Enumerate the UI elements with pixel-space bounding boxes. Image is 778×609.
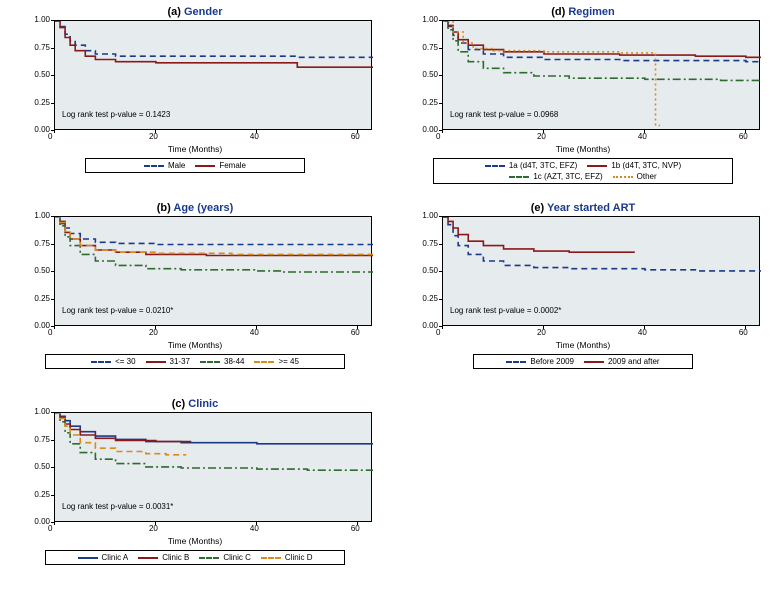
y-tick-label: 1.00 [422,15,438,24]
x-tick-label: 20 [149,524,158,533]
y-tick-label: 0.75 [422,239,438,248]
legend-item: 31-37 [146,357,190,366]
panel-title: (c) Clinic [10,398,380,410]
x-tick-label: 0 [436,328,440,337]
panel-b: (b) Age (years)0.000.250.500.751.0002040… [10,202,380,387]
y-tick-label: 0.25 [34,490,50,499]
legend-item: 1b (d4T, 3TC, NVP) [587,161,681,170]
x-tick-label: 40 [638,328,647,337]
y-tick-label: 1.00 [34,407,50,416]
legend: 1a (d4T, 3TC, EFZ) 1b (d4T, 3TC, NVP) 1c (… [433,158,733,184]
legend-item: Clinic A [78,553,129,562]
x-tick-label: 60 [739,328,748,337]
y-tick-label: 0.75 [34,43,50,52]
y-tick-label: 1.00 [34,211,50,220]
legend-item: Clinic D [261,553,313,562]
legend-item: Other [613,172,657,181]
panel-title: (b) Age (years) [10,202,380,214]
x-tick-label: 60 [351,132,360,141]
y-tick-label: 0.25 [422,98,438,107]
legend: Clinic A Clinic B Clinic C Clinic D [45,550,345,565]
x-axis-label: Time (Months) [10,144,380,154]
legend-item: >= 45 [254,357,298,366]
legend-item: 1c (AZT, 3TC, EFZ) [509,172,602,181]
legend-item: Clinic C [199,553,251,562]
panel-e: (e) Year started ART0.000.250.500.751.00… [398,202,768,387]
y-tick-label: 1.00 [34,15,50,24]
panel-c: (c) Clinic0.000.250.500.751.000204060Tim… [10,398,380,583]
x-axis-label: Time (Months) [10,536,380,546]
figure-grid: { "layout":{ "page_w":778,"page_h":609, … [0,0,778,609]
legend-item: Female [195,161,246,170]
y-tick-label: 0.50 [422,70,438,79]
pvalue-text: Log rank test p-value = 0.0210* [62,306,173,315]
x-tick-label: 40 [250,524,259,533]
y-tick-label: 0.50 [34,462,50,471]
x-tick-label: 40 [638,132,647,141]
y-tick-label: 1.00 [422,211,438,220]
panel-title: (e) Year started ART [398,202,768,214]
y-tick-label: 0.50 [34,70,50,79]
x-axis-label: Time (Months) [398,144,768,154]
x-tick-label: 40 [250,328,259,337]
legend-item: Male [144,161,185,170]
x-tick-label: 0 [48,132,52,141]
y-tick-label: 0.50 [422,266,438,275]
panel-d: (d) Regimen0.000.250.500.751.000204060Ti… [398,6,768,191]
y-tick-label: 0.25 [422,294,438,303]
x-tick-label: 60 [351,524,360,533]
legend-item: Before 2009 [506,357,574,366]
pvalue-text: Log rank test p-value = 0.0031* [62,502,173,511]
x-tick-label: 40 [250,132,259,141]
legend: <= 30 31-37 38-44 >= 45 [45,354,345,369]
x-axis-label: Time (Months) [10,340,380,350]
y-tick-label: 0.75 [34,239,50,248]
x-tick-label: 60 [739,132,748,141]
legend-item: <= 30 [91,357,135,366]
x-tick-label: 0 [48,328,52,337]
panel-title: (a) Gender [10,6,380,18]
legend-item: 38-44 [200,357,244,366]
y-tick-label: 0.25 [34,294,50,303]
y-tick-label: 0.75 [34,435,50,444]
x-tick-label: 20 [149,328,158,337]
legend: Male Female [85,158,305,173]
x-tick-label: 60 [351,328,360,337]
pvalue-text: Log rank test p-value = 0.0968 [450,110,558,119]
x-tick-label: 20 [149,132,158,141]
panel-a: (a) Gender0.000.250.500.751.000204060Tim… [10,6,380,191]
legend-item: 2009 and after [584,357,660,366]
legend-item: 1a (d4T, 3TC, EFZ) [485,161,577,170]
y-tick-label: 0.75 [422,43,438,52]
y-tick-label: 0.25 [34,98,50,107]
panel-title: (d) Regimen [398,6,768,18]
legend: Before 2009 2009 and after [473,354,693,369]
x-tick-label: 0 [48,524,52,533]
pvalue-text: Log rank test p-value = 0.0002* [450,306,561,315]
x-tick-label: 20 [537,328,546,337]
x-tick-label: 20 [537,132,546,141]
x-axis-label: Time (Months) [398,340,768,350]
y-tick-label: 0.50 [34,266,50,275]
pvalue-text: Log rank test p-value = 0.1423 [62,110,170,119]
x-tick-label: 0 [436,132,440,141]
legend-item: Clinic B [138,553,189,562]
